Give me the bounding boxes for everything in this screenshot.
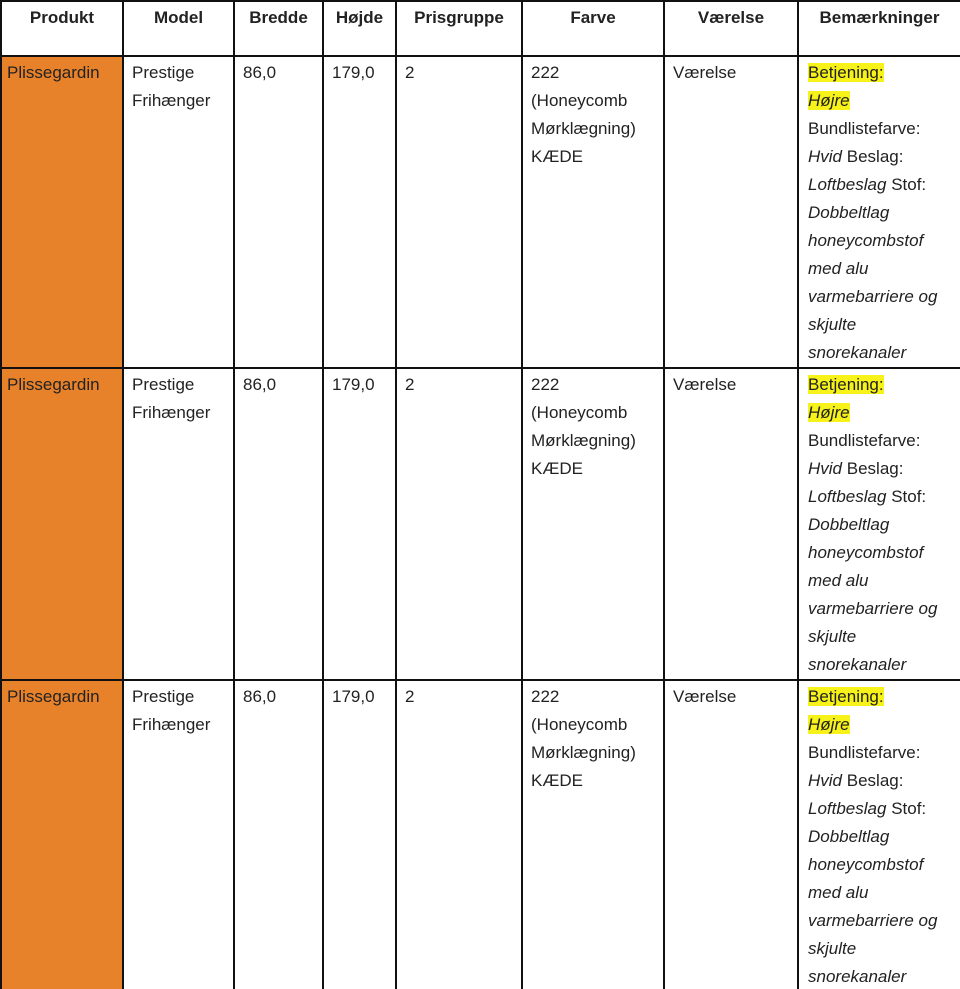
table-cell: 222 (Honeycomb Mørklægning) KÆDE bbox=[521, 55, 665, 369]
remark-value: Loftbeslag bbox=[808, 799, 887, 818]
table-cell: Prestige Frihænger bbox=[122, 55, 235, 369]
remark-value: Dobbeltlag honeycombstof med alu varmeba… bbox=[808, 203, 938, 362]
remark-label: Beslag: bbox=[846, 459, 904, 478]
column-header: Bemærkninger bbox=[797, 0, 960, 57]
remark-label: Bundlistefarve: bbox=[808, 119, 921, 138]
remark-label: Betjening: bbox=[808, 63, 884, 82]
remark-label: Beslag: bbox=[846, 147, 904, 166]
table-cell: 2 bbox=[395, 367, 523, 681]
column-header: Bredde bbox=[233, 0, 324, 57]
table-body: Plissegardin Prestige Frihænger 86,0 179,0 2… bbox=[0, 55, 960, 989]
remark-label: Bundlistefarve: bbox=[808, 431, 921, 450]
table-cell: 86,0 bbox=[233, 55, 324, 369]
table-cell: 222 (Honeycomb Mørklægning) KÆDE bbox=[521, 679, 665, 989]
remark-value: Højre bbox=[808, 403, 850, 422]
remark-value: Højre bbox=[808, 91, 850, 110]
remark-value: Hvid bbox=[808, 459, 843, 478]
table-cell: 86,0 bbox=[233, 367, 324, 681]
remarks-cell: Betjening: Højre Bundlistefarve: Hvid Bes… bbox=[797, 55, 960, 369]
remark-value: Dobbeltlag honeycombstof med alu varmeba… bbox=[808, 827, 938, 986]
remark-label: Beslag: bbox=[846, 771, 904, 790]
column-header: Prisgruppe bbox=[395, 0, 523, 57]
table-row: Plissegardin Prestige Frihænger 86,0 179,0 2… bbox=[0, 367, 960, 681]
product-cell: Plissegardin bbox=[0, 55, 124, 369]
column-header: Produkt bbox=[0, 0, 124, 57]
table-cell: 2 bbox=[395, 55, 523, 369]
remark-label: Stof: bbox=[891, 175, 927, 194]
remark-value: Dobbeltlag honeycombstof med alu varmeba… bbox=[808, 515, 938, 674]
table-cell: Værelse bbox=[663, 367, 799, 681]
column-header: Farve bbox=[521, 0, 665, 57]
table-cell: 86,0 bbox=[233, 679, 324, 989]
column-header: Model bbox=[122, 0, 235, 57]
table-row: Plissegardin Prestige Frihænger 86,0 179,0 2… bbox=[0, 55, 960, 369]
remark-value: Loftbeslag bbox=[808, 175, 887, 194]
product-cell: Plissegardin bbox=[0, 367, 124, 681]
table-row: Plissegardin Prestige Frihænger 86,0 179,0 2… bbox=[0, 679, 960, 989]
table-cell: Prestige Frihænger bbox=[122, 679, 235, 989]
remarks-cell: Betjening: Højre Bundlistefarve: Hvid Bes… bbox=[797, 679, 960, 989]
table-cell: 222 (Honeycomb Mørklægning) KÆDE bbox=[521, 367, 665, 681]
table-cell: Værelse bbox=[663, 679, 799, 989]
table-cell: 179,0 bbox=[322, 679, 397, 989]
remark-label: Stof: bbox=[891, 799, 927, 818]
remark-label: Betjening: bbox=[808, 687, 884, 706]
remark-value: Højre bbox=[808, 715, 850, 734]
remark-value: Loftbeslag bbox=[808, 487, 887, 506]
table-cell: 179,0 bbox=[322, 367, 397, 681]
remarks-cell: Betjening: Højre Bundlistefarve: Hvid Bes… bbox=[797, 367, 960, 681]
table-cell: Værelse bbox=[663, 55, 799, 369]
column-header: Højde bbox=[322, 0, 397, 57]
table-cell: 179,0 bbox=[322, 55, 397, 369]
remark-label: Stof: bbox=[891, 487, 927, 506]
table-cell: 2 bbox=[395, 679, 523, 989]
table-cell: Prestige Frihænger bbox=[122, 367, 235, 681]
product-cell: Plissegardin bbox=[0, 679, 124, 989]
remark-value: Hvid bbox=[808, 147, 843, 166]
header-row: Produkt Model Bredde Højde Prisgruppe Farve Væ… bbox=[0, 0, 960, 57]
column-header: Værelse bbox=[663, 0, 799, 57]
remark-label: Betjening: bbox=[808, 375, 884, 394]
remark-value: Hvid bbox=[808, 771, 843, 790]
remark-label: Bundlistefarve: bbox=[808, 743, 921, 762]
